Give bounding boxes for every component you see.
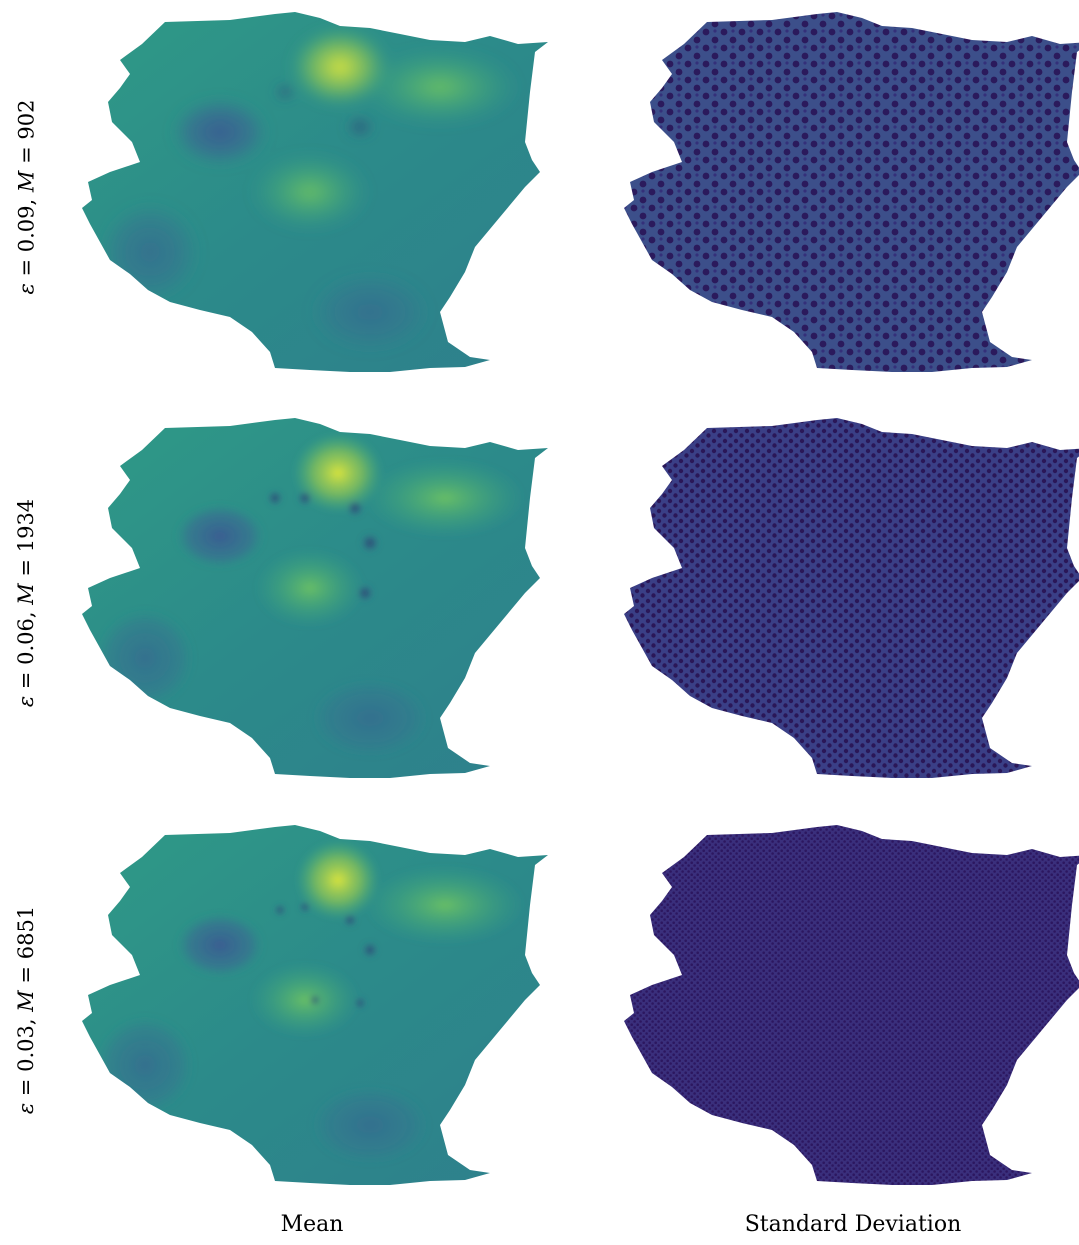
std-map-row-2 bbox=[612, 418, 1079, 788]
m-symbol: M bbox=[14, 583, 39, 605]
m-value: 6851 bbox=[14, 905, 39, 960]
m-symbol: M bbox=[14, 170, 38, 193]
epsilon-symbol: ε bbox=[14, 695, 39, 708]
column-label-std: Standard Deviation bbox=[744, 1212, 962, 1237]
epsilon-symbol: ε bbox=[14, 1102, 39, 1115]
m-value: 1934 bbox=[14, 498, 39, 553]
std-map-row-3 bbox=[612, 825, 1079, 1195]
m-value: 902 bbox=[14, 99, 38, 140]
epsilon-symbol: ε bbox=[14, 283, 38, 295]
row-label-3: ε = 0.03, M = 6851 bbox=[14, 905, 39, 1115]
epsilon-value: 0.09 bbox=[14, 205, 38, 253]
mean-map-row-3 bbox=[70, 825, 560, 1195]
row-label-2: ε = 0.06, M = 1934 bbox=[14, 498, 39, 708]
std-map-row-1 bbox=[612, 12, 1079, 382]
m-symbol: M bbox=[14, 990, 39, 1012]
row-label-1: ε = 0.09, M = 902 bbox=[14, 99, 38, 295]
column-label-mean: Mean bbox=[280, 1212, 344, 1237]
epsilon-value: 0.06 bbox=[14, 618, 39, 665]
epsilon-value: 0.03 bbox=[14, 1025, 39, 1072]
mean-map-row-1 bbox=[70, 12, 560, 382]
mean-map-row-2 bbox=[70, 418, 560, 788]
